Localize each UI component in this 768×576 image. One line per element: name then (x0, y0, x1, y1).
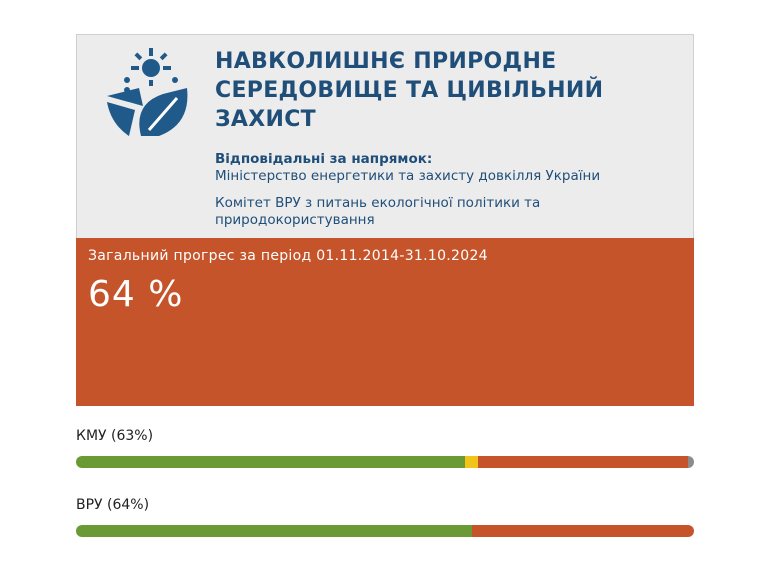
bars: КМУ (63%) ВРУ (64%) (76, 428, 694, 566)
bar-label: КМУ (63%) (76, 428, 154, 444)
bar-segment (687, 456, 694, 468)
bar-segment (465, 456, 478, 468)
bar-segment (477, 456, 688, 468)
responsible-entity: Комітет ВРУ з питань екологічної політик… (215, 195, 541, 228)
bar-segment (76, 456, 466, 468)
bar-segment (76, 525, 472, 537)
progress-bar (76, 456, 694, 468)
progress-panel: Загальний прогрес за період 01.11.2014-3… (76, 238, 694, 406)
bar-label: ВРУ (64%) (76, 497, 150, 513)
progress-label: Загальний прогрес за період 01.11.2014-3… (88, 248, 488, 264)
header: НАВКОЛИШНЄ ПРИРОДНЕ СЕРЕДОВИЩЕ ТА ЦИВІЛЬ… (76, 34, 694, 238)
logo (107, 48, 188, 136)
responsible: Відповідальні за напрямок: Міністерство … (215, 151, 655, 239)
responsible-label: Відповідальні за напрямок: (215, 151, 433, 167)
bar-segment (471, 525, 694, 537)
card: НАВКОЛИШНЄ ПРИРОДНЕ СЕРЕДОВИЩЕ ТА ЦИВІЛЬ… (76, 34, 694, 406)
responsible-entity: Міністерство енергетики та захисту довкі… (215, 168, 601, 184)
progress-value: 64 % (88, 274, 184, 315)
progress-bar (76, 525, 694, 537)
title: НАВКОЛИШНЄ ПРИРОДНЕ СЕРЕДОВИЩЕ ТА ЦИВІЛЬ… (215, 49, 604, 132)
